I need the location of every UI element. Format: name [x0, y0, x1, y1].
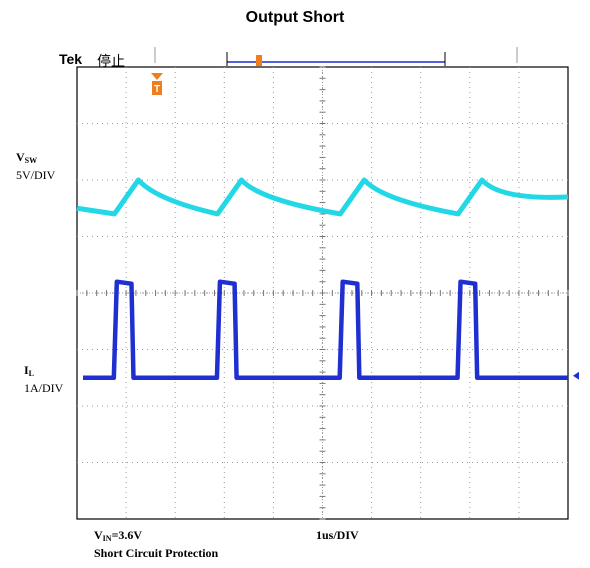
vsw-name: V	[16, 150, 25, 164]
vin-label: VIN=3.6V	[94, 528, 142, 546]
il-scale: 1A/DIV	[24, 381, 64, 395]
vin-name: V	[94, 528, 103, 542]
trigger-marker-label: T	[154, 84, 160, 95]
position-marker	[256, 55, 262, 66]
page-title: Output Short	[245, 9, 345, 26]
mode-label: Short Circuit Protection	[94, 546, 219, 560]
vsw-trace	[83, 279, 568, 380]
timebase-label: 1us/DIV	[316, 528, 359, 542]
vin-value: =3.6V	[111, 528, 143, 542]
il-sub: L	[28, 369, 35, 378]
scope-status: 停止	[97, 54, 125, 70]
trigger-arrow-icon	[151, 73, 163, 80]
vsw-label: VSW 5V/DIV	[16, 150, 55, 182]
il-trace	[76, 177, 569, 217]
scope-brand: Tek	[59, 51, 83, 67]
vsw-sub: SW	[24, 156, 38, 165]
il-name: I	[24, 363, 29, 377]
il-label: IL 1A/DIV	[24, 363, 63, 395]
vsw-scale: 5V/DIV	[16, 168, 56, 182]
vin-sub: IN	[102, 534, 112, 543]
trigger-marker	[152, 81, 162, 95]
ch1-level-marker-icon	[573, 371, 579, 380]
